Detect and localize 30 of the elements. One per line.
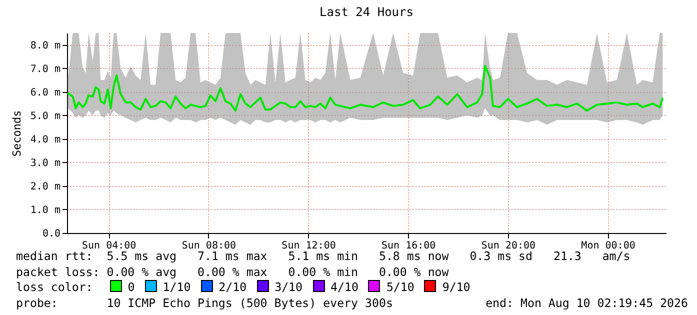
text: median rtt: 5.5 ms avg 7.1 ms max 5.1 ms min 5.8 ms now 0.3 ms sd 21.3 am/s xyxy=(16,249,630,263)
x-tick-label: Sun 16:00 xyxy=(382,240,436,252)
y-tick-label: 5.0 m xyxy=(30,110,60,122)
y-tick-label: 7.0 m xyxy=(30,64,60,75)
text: 0 xyxy=(128,280,135,294)
x-tick-label: Sun 12:00 xyxy=(282,240,336,252)
text: 9/10 xyxy=(442,280,470,294)
text: 4/10 xyxy=(330,280,358,294)
chart-title: Last 24 Hours xyxy=(320,5,414,19)
x-tick-label: Sun 04:00 xyxy=(82,240,136,252)
x-tick-label: Mon 00:00 xyxy=(581,240,636,252)
x-tick-label: Sun 08:00 xyxy=(182,240,236,252)
text: 3/10 xyxy=(274,280,303,294)
text: packet loss: 0.00 % avg 0.00 % max 0.00 % min 0.00 % now xyxy=(16,264,449,278)
text: end: Mon Aug 10 02:19:45 2026 xyxy=(486,296,688,311)
x-tick-label: Sun 20:00 xyxy=(481,240,536,252)
text: 2/10 xyxy=(218,280,247,294)
text: 5/10 xyxy=(386,280,414,294)
y-tick-label: 2.0 m xyxy=(30,181,60,192)
text: 1/10 xyxy=(162,280,191,294)
text: loss color: xyxy=(16,280,94,294)
text: probe: 10 ICMP Echo Pings (500 Bytes) every 300s xyxy=(16,296,393,310)
y-tick-label: 4.0 m xyxy=(30,134,60,146)
y-tick-label: 1.0 m xyxy=(30,204,60,216)
line-series xyxy=(66,64,664,112)
y-axis-title: Seconds xyxy=(10,110,24,157)
y-tick-label: 8.0 m xyxy=(30,40,60,52)
y-tick-label: 3.0 m xyxy=(30,158,60,169)
y-tick-label: 0.0 xyxy=(42,228,60,240)
y-tick-label: 6.0 m xyxy=(30,87,60,98)
